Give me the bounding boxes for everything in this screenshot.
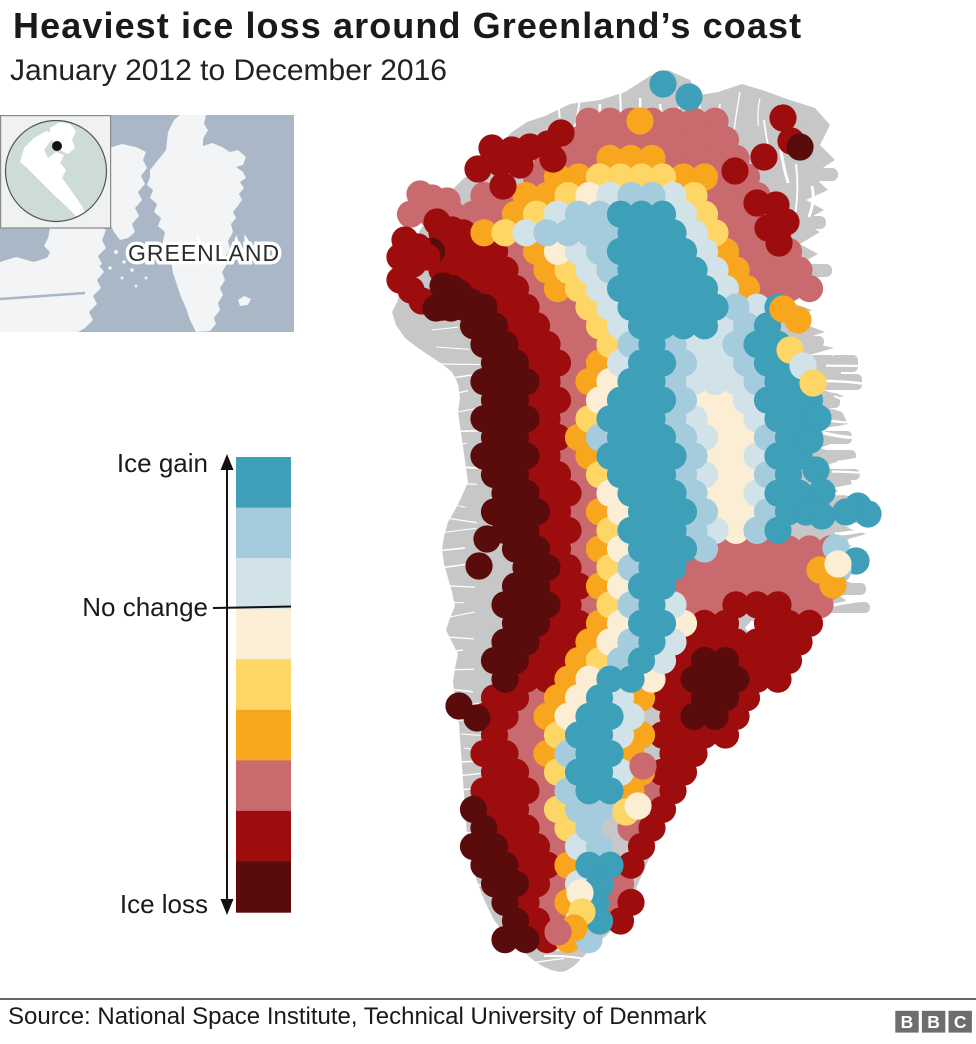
svg-text:B: B — [901, 1012, 914, 1032]
svg-text:January 2012 to December 2016: January 2012 to December 2016 — [10, 54, 447, 87]
svg-text:Source: National Space Institu: Source: National Space Institute, Techni… — [8, 1003, 708, 1030]
svg-text:GREENLAND: GREENLAND — [128, 240, 280, 266]
svg-text:C: C — [954, 1012, 967, 1032]
svg-text:No change: No change — [82, 592, 208, 622]
svg-text:Ice loss: Ice loss — [120, 889, 208, 919]
svg-text:B: B — [927, 1012, 940, 1032]
svg-text:Heaviest ice loss around Green: Heaviest ice loss around Greenland’s coa… — [13, 5, 802, 46]
svg-text:Ice gain: Ice gain — [117, 448, 208, 478]
